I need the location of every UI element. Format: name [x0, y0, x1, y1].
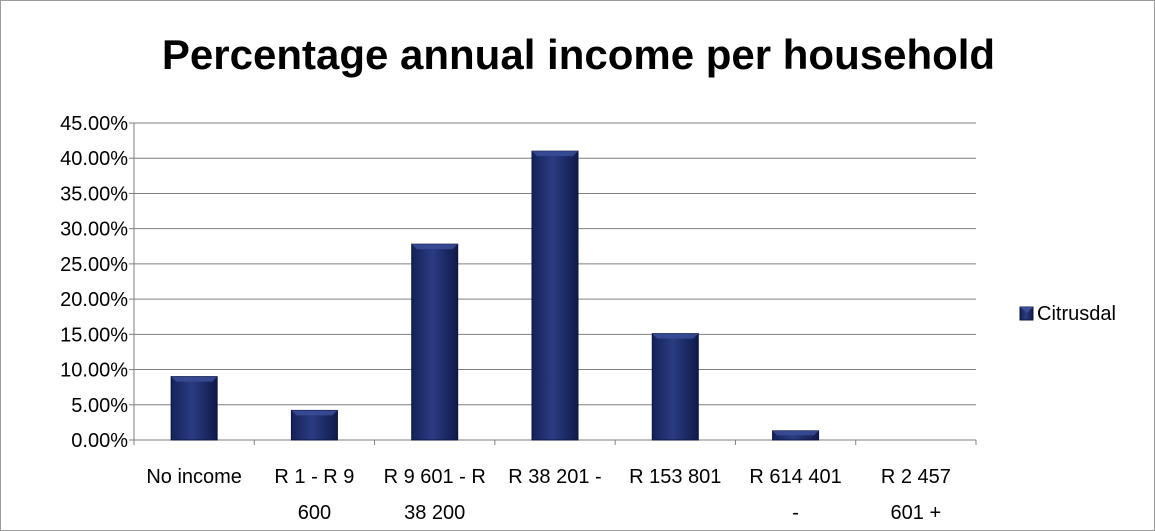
bar [651, 333, 699, 441]
legend-item: Citrusdal [1019, 303, 1116, 325]
bar [411, 243, 459, 441]
y-tick-label: 40.00% [60, 148, 128, 170]
bar [772, 430, 820, 441]
y-tick-labels: 0.00% 5.00% 10.00% 15.00% 20.00% 25.00% 30.00%… [60, 113, 128, 452]
legend-label: Citrusdal [1037, 303, 1116, 325]
x-tick-label: R 153 801 [629, 466, 721, 488]
legend: Citrusdal [1019, 303, 1116, 325]
x-tick-label: R 38 201 - [508, 466, 601, 488]
x-tick-label: No income [146, 466, 242, 488]
y-tick-label: 0.00% [71, 430, 128, 452]
bar [170, 376, 218, 441]
y-tick-label: 20.00% [60, 289, 128, 311]
x-tick-label: R 1 - R 9 [274, 466, 354, 488]
x-tick-label: 601 + [891, 502, 942, 524]
bar [531, 150, 579, 441]
x-tick-label: 600 [298, 502, 331, 524]
x-tick-label: R 9 601 - R [384, 466, 486, 488]
x-tick-labels: No income R 1 - R 9 600 R 9 601 - R 38 200 R … [146, 466, 951, 524]
y-tick-label: 35.00% [60, 183, 128, 205]
x-tick-label: - [792, 502, 799, 524]
x-tick-label: R 2 457 [881, 466, 951, 488]
y-tick-label: 5.00% [71, 395, 128, 417]
y-tick-label: 45.00% [60, 113, 128, 135]
y-tick-label: 30.00% [60, 219, 128, 241]
y-tick-label: 25.00% [60, 254, 128, 276]
x-tick-label: 38 200 [404, 502, 465, 524]
chart-title: Percentage annual income per household [161, 31, 996, 78]
bars [170, 150, 820, 441]
bar [290, 409, 338, 441]
x-tick-label: R 614 401 [749, 466, 841, 488]
y-tick-label: 15.00% [60, 324, 128, 346]
y-tick-label: 10.00% [60, 360, 128, 382]
